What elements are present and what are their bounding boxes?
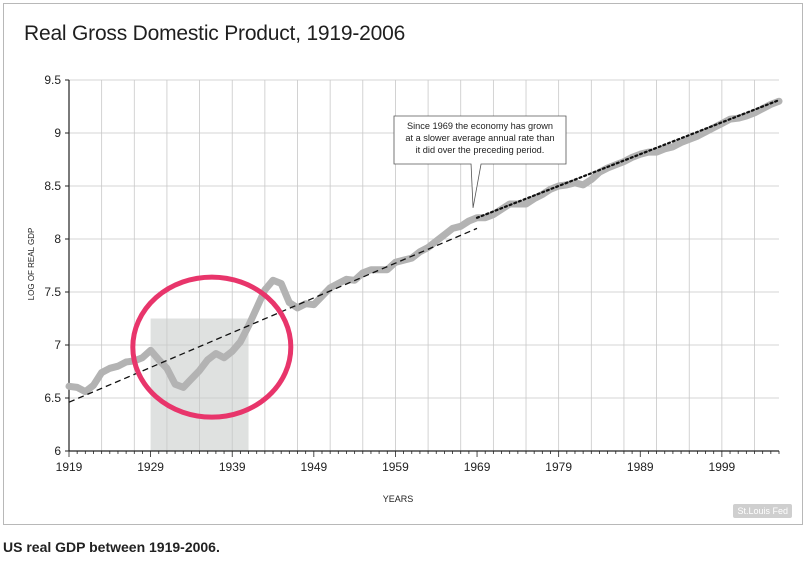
y-tick-label: 8.5 <box>44 179 61 193</box>
annotation-text-line: it did over the preceding period. <box>416 145 545 155</box>
annotation-callout-box <box>393 115 567 208</box>
y-axis-label: LOG OF REAL GDP <box>27 228 36 301</box>
x-tick-label: 1999 <box>709 460 736 474</box>
x-tick-label: 1979 <box>545 460 572 474</box>
annotation-text-line: Since 1969 the economy has grown <box>407 121 553 131</box>
x-tick-label: 1949 <box>300 460 327 474</box>
y-tick-label: 9 <box>54 126 61 140</box>
gdp-chart: 6 6.5 7 7.5 8 8.5 9 9.5 1919 1929 1939 1949 1959 1969… <box>27 73 783 504</box>
y-tick-label: 8 <box>54 232 61 246</box>
x-tick-label: 1969 <box>464 460 491 474</box>
highlight-circle <box>130 274 294 420</box>
figure-caption: US real GDP between 1919-2006. <box>3 539 220 555</box>
annotation-text-line: at a slower average annual rate than <box>405 133 554 143</box>
chart-title: Real Gross Domestic Product, 1919-2006 <box>24 22 406 45</box>
chart-frame: Real Gross Domestic Product, 1919-2006 6… <box>3 3 803 525</box>
x-tick-label: 1959 <box>382 460 409 474</box>
x-axis-label: YEARS <box>383 494 414 504</box>
x-tick-label: 1989 <box>627 460 654 474</box>
x-tick-label: 1929 <box>137 460 164 474</box>
y-tick-label: 7.5 <box>44 285 61 299</box>
y-tick-label: 9.5 <box>44 73 61 87</box>
watermark: St.Louis Fed <box>733 504 792 518</box>
gdp-series-line <box>65 97 783 396</box>
trend-line-1969-2006 <box>475 98 781 219</box>
x-tick-label: 1919 <box>56 460 83 474</box>
y-tick-label: 6.5 <box>44 391 61 405</box>
x-tick-label: 1939 <box>219 460 246 474</box>
y-tick-label: 6 <box>54 444 61 458</box>
y-tick-label: 7 <box>54 338 61 352</box>
